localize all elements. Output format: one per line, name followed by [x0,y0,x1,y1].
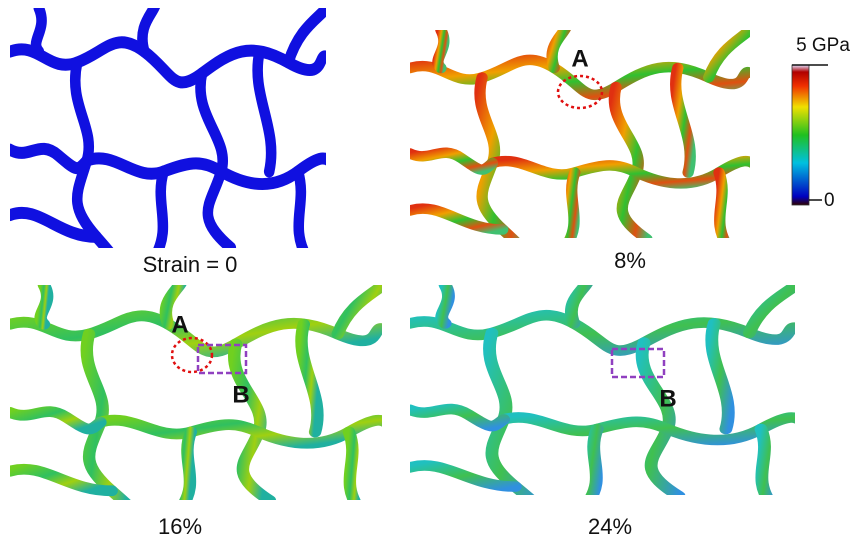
annotation: A [171,311,188,338]
annotation: B [659,385,676,412]
colorbar-max-label: 5 GPa [796,35,850,56]
figure: A A B B Strain = 0 8% 16% 24% 5 GPa 0 [0,0,865,546]
annotation: A [571,45,588,72]
caption: 8% [614,248,646,273]
annotation: B [232,381,249,408]
panel-strain-0 [10,0,336,270]
panel-16 [10,275,394,520]
caption: Strain = 0 [143,252,238,277]
caption: 16% [158,514,202,539]
colorbar-min-label: 0 [824,190,835,211]
colorbar [792,65,809,205]
panel-24 [410,275,808,515]
caption: 24% [588,514,632,539]
